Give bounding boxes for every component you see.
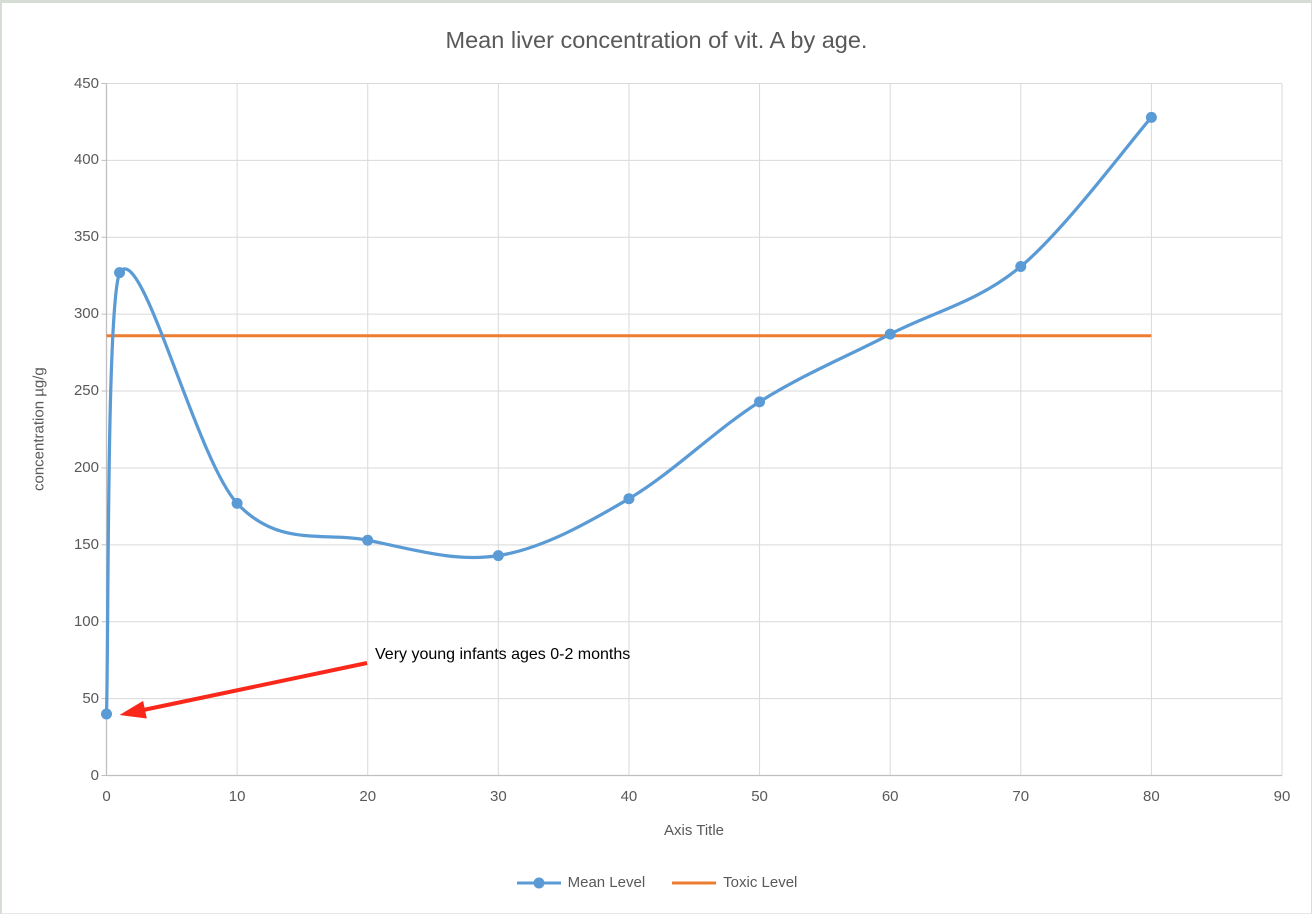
legend-item-toxic-level: Toxic Level xyxy=(671,874,797,891)
annotation-text: Very young infants ages 0-2 months xyxy=(375,646,631,663)
legend-label-toxic-level: Toxic Level xyxy=(723,874,798,891)
x-tick-label: 40 xyxy=(620,788,638,805)
chart-title: Mean liver concentration of vit. A by ag… xyxy=(445,27,868,53)
x-tick-label: 60 xyxy=(881,788,899,805)
data-point-marker xyxy=(623,493,635,505)
data-point-marker xyxy=(231,497,243,509)
annotation-arrow-head xyxy=(119,700,147,719)
legend-label-mean-level: Mean Level xyxy=(567,874,646,891)
y-tick-label: 350 xyxy=(73,228,99,246)
y-tick-label: 300 xyxy=(73,305,99,323)
data-point-marker xyxy=(1145,111,1157,123)
data-point-marker xyxy=(754,396,766,408)
data-point-marker xyxy=(114,267,126,279)
legend-item-mean-level: Mean Level xyxy=(516,874,646,891)
legend: Mean Level Toxic Level xyxy=(2,874,1311,891)
data-point-marker xyxy=(884,328,896,340)
x-tick-label: 50 xyxy=(751,788,768,805)
y-tick-label: 250 xyxy=(73,382,99,400)
y-tick-label: 200 xyxy=(73,458,99,476)
x-axis-title: Axis Title xyxy=(663,822,724,839)
plot-area xyxy=(101,83,1283,777)
x-tick-label: 90 xyxy=(1273,788,1291,805)
y-tick-label: 50 xyxy=(82,689,99,707)
x-tick-label: 30 xyxy=(489,788,507,805)
data-point-marker xyxy=(362,534,374,546)
y-tick-label: 150 xyxy=(73,535,99,553)
toxic-level-legend-marker xyxy=(672,881,717,884)
y-tick-label: 450 xyxy=(73,74,99,92)
x-tick-label: 70 xyxy=(1012,788,1030,805)
x-tick-label: 80 xyxy=(1143,788,1160,805)
data-point-marker xyxy=(1015,260,1027,272)
data-point-marker xyxy=(101,708,112,720)
data-point-marker xyxy=(492,550,504,562)
x-tick-label: 20 xyxy=(359,788,377,805)
y-tick-label: 100 xyxy=(73,612,99,630)
x-tick-label: 0 xyxy=(102,788,111,805)
x-tick-label: 10 xyxy=(228,788,246,805)
y-tick-label: 400 xyxy=(73,151,99,169)
y-axis-title: concentration µg/g xyxy=(30,367,48,491)
y-tick-label: 0 xyxy=(90,766,99,784)
mean-level-legend-marker xyxy=(516,877,561,888)
annotation-arrow-line xyxy=(138,661,368,713)
